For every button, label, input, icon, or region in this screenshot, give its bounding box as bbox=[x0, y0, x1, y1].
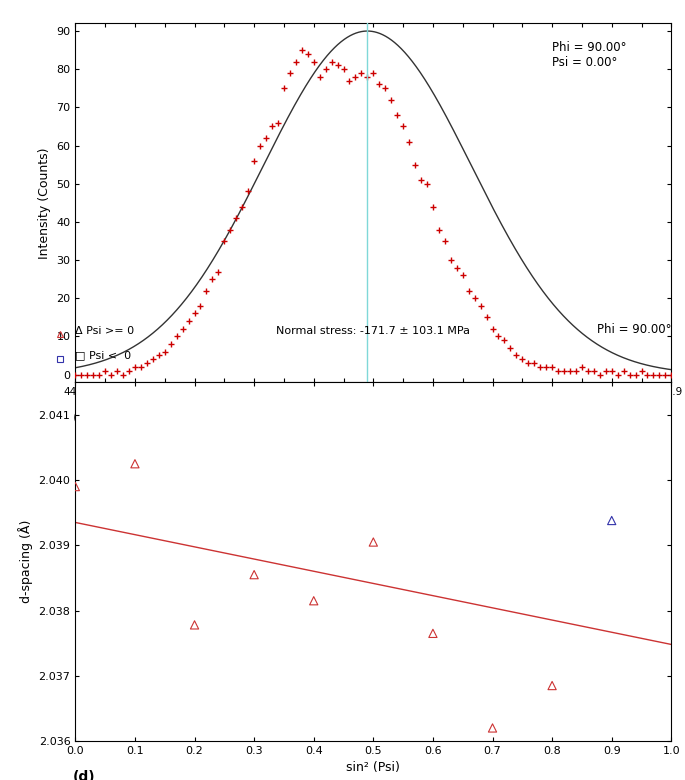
Y-axis label: d-spacing (Å): d-spacing (Å) bbox=[18, 520, 33, 603]
Point bbox=[308, 594, 319, 607]
Point bbox=[249, 569, 260, 581]
Point bbox=[427, 627, 438, 640]
Text: Phi = 90.00°: Phi = 90.00° bbox=[597, 323, 671, 335]
Text: Normal stress: -171.7 ± 103.1 MPa: Normal stress: -171.7 ± 103.1 MPa bbox=[276, 325, 471, 335]
Y-axis label: Intensity (Counts): Intensity (Counts) bbox=[38, 147, 51, 258]
Point bbox=[547, 679, 558, 692]
X-axis label: sin² (Psi): sin² (Psi) bbox=[347, 761, 400, 775]
Point bbox=[368, 536, 379, 548]
Point bbox=[129, 458, 140, 470]
Text: (d): (d) bbox=[73, 770, 95, 780]
Text: Δ Psi >= 0: Δ Psi >= 0 bbox=[75, 325, 134, 335]
Point bbox=[487, 722, 498, 734]
X-axis label: °2Theta: °2Theta bbox=[348, 402, 399, 416]
Text: (c): (c) bbox=[73, 411, 93, 425]
Text: □ Psi <  0: □ Psi < 0 bbox=[75, 351, 132, 360]
Text: Phi = 90.00°
Psi = 0.00°: Phi = 90.00° Psi = 0.00° bbox=[552, 41, 627, 69]
Point bbox=[70, 480, 81, 493]
Point bbox=[606, 514, 617, 526]
Point bbox=[189, 619, 200, 631]
